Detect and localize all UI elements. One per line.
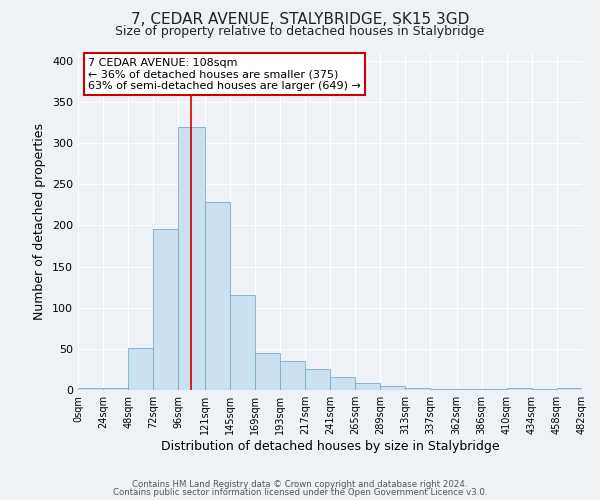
Bar [482, 389, 507, 390]
Bar [457, 389, 482, 390]
Bar [430, 389, 457, 390]
Text: Contains public sector information licensed under the Open Government Licence v3: Contains public sector information licen… [113, 488, 487, 497]
Bar [255, 353, 280, 390]
Bar [103, 388, 128, 390]
Y-axis label: Number of detached properties: Number of detached properties [34, 122, 46, 320]
Bar [532, 389, 557, 390]
Bar [205, 202, 230, 390]
Bar [405, 388, 430, 390]
Bar [330, 377, 355, 390]
Bar [380, 386, 405, 390]
Bar [280, 361, 305, 390]
Text: 7, CEDAR AVENUE, STALYBRIDGE, SK15 3GD: 7, CEDAR AVENUE, STALYBRIDGE, SK15 3GD [131, 12, 469, 28]
Bar [153, 228, 178, 390]
Text: Size of property relative to detached houses in Stalybridge: Size of property relative to detached ho… [115, 25, 485, 38]
Bar [78, 388, 103, 390]
Bar [507, 388, 532, 390]
Bar [128, 348, 153, 390]
Text: Contains HM Land Registry data © Crown copyright and database right 2024.: Contains HM Land Registry data © Crown c… [132, 480, 468, 489]
X-axis label: Distribution of detached houses by size in Stalybridge: Distribution of detached houses by size … [161, 440, 499, 453]
Bar [230, 294, 255, 390]
Text: 7 CEDAR AVENUE: 108sqm
← 36% of detached houses are smaller (375)
63% of semi-de: 7 CEDAR AVENUE: 108sqm ← 36% of detached… [88, 58, 361, 91]
Bar [557, 388, 582, 390]
Bar [355, 384, 380, 390]
Bar [178, 128, 205, 390]
Bar [305, 370, 330, 390]
